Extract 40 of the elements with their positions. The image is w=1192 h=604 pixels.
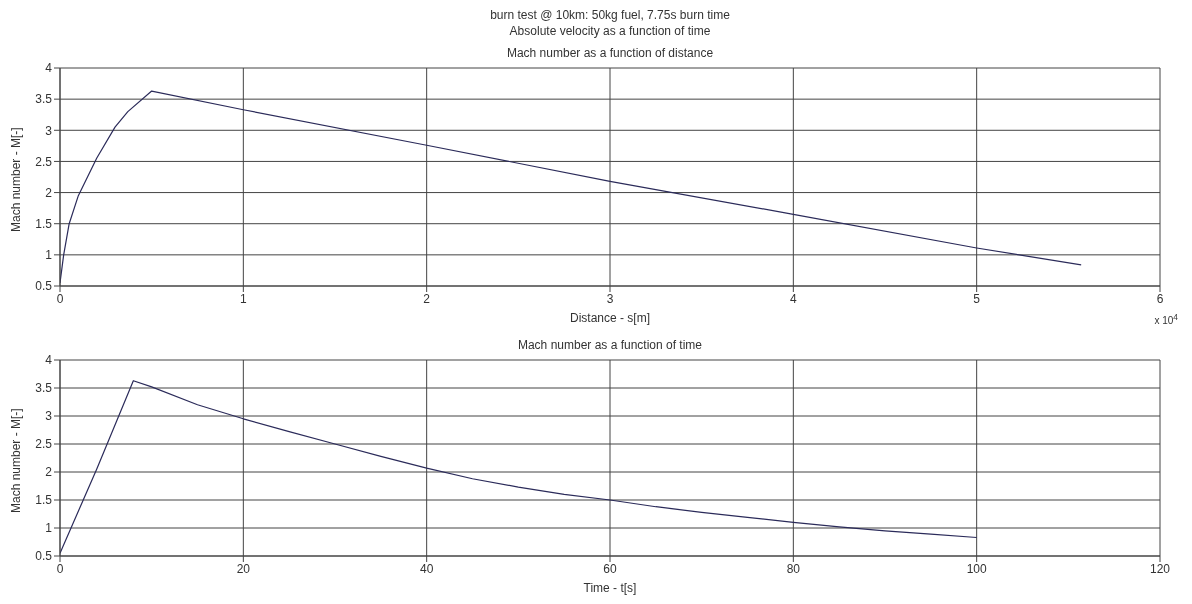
x-tick-label: 2: [423, 291, 431, 306]
x-tick-label: 100: [966, 561, 987, 576]
x-tick-label: 80: [786, 561, 801, 576]
text: x 10$^{4}$: [1154, 312, 1178, 327]
y-tick-label: 1: [45, 521, 53, 536]
text: Mach number as a function of distance: [505, 46, 715, 60]
chart-title: Mach number as a function of time: [516, 338, 704, 352]
x-axis-title: Distance - s[m]: [569, 311, 651, 325]
y-tick-label: 1.5: [35, 216, 53, 231]
line-series: [60, 380, 978, 554]
x-tick-label: 6: [1156, 291, 1164, 306]
y-axis-title: Mach number - M[-]: [9, 408, 24, 513]
y-tick-label: 2.5: [35, 437, 53, 452]
y-tick-label: 1.5: [35, 493, 53, 508]
y-tick-label: 3: [45, 409, 53, 424]
x-axis-title: Time - t[s]: [583, 581, 637, 595]
y-tick-label: 3.5: [35, 381, 53, 396]
x-tick-label: 5: [973, 291, 981, 306]
x-tick-label: 40: [419, 561, 434, 576]
y-tick-label: 4: [45, 353, 53, 368]
y-tick-label: 1: [45, 248, 53, 263]
x-tick-label: 20: [236, 561, 251, 576]
x-tick-label: 4: [789, 291, 797, 306]
y-tick-label: 3.5: [35, 92, 53, 107]
y-tick-label: 2.5: [35, 154, 53, 169]
y-tick-label: 3: [45, 123, 53, 138]
chart-title: burn test @ 10km: 50kg fuel, 7.75s burn time: [489, 8, 731, 22]
x-tick-label: 0: [56, 291, 64, 306]
y-tick-label: 4: [45, 61, 53, 76]
x-tick-label: 120: [1149, 561, 1171, 576]
x-tick-label: 0: [56, 561, 64, 576]
y-tick-label: 0.5: [35, 549, 53, 564]
x-tick-label: 1: [239, 291, 247, 306]
x-tick-label: 60: [603, 561, 617, 576]
y-tick-label: 0.5: [35, 279, 53, 294]
y-tick-label: 2: [45, 465, 53, 480]
y-axis-title: Mach number - M[-]: [9, 127, 24, 232]
y-tick-label: 2: [45, 185, 53, 200]
x-tick-label: 3: [606, 291, 614, 306]
chart-subtitle: Absolute velocity as a function of time: [508, 24, 712, 38]
